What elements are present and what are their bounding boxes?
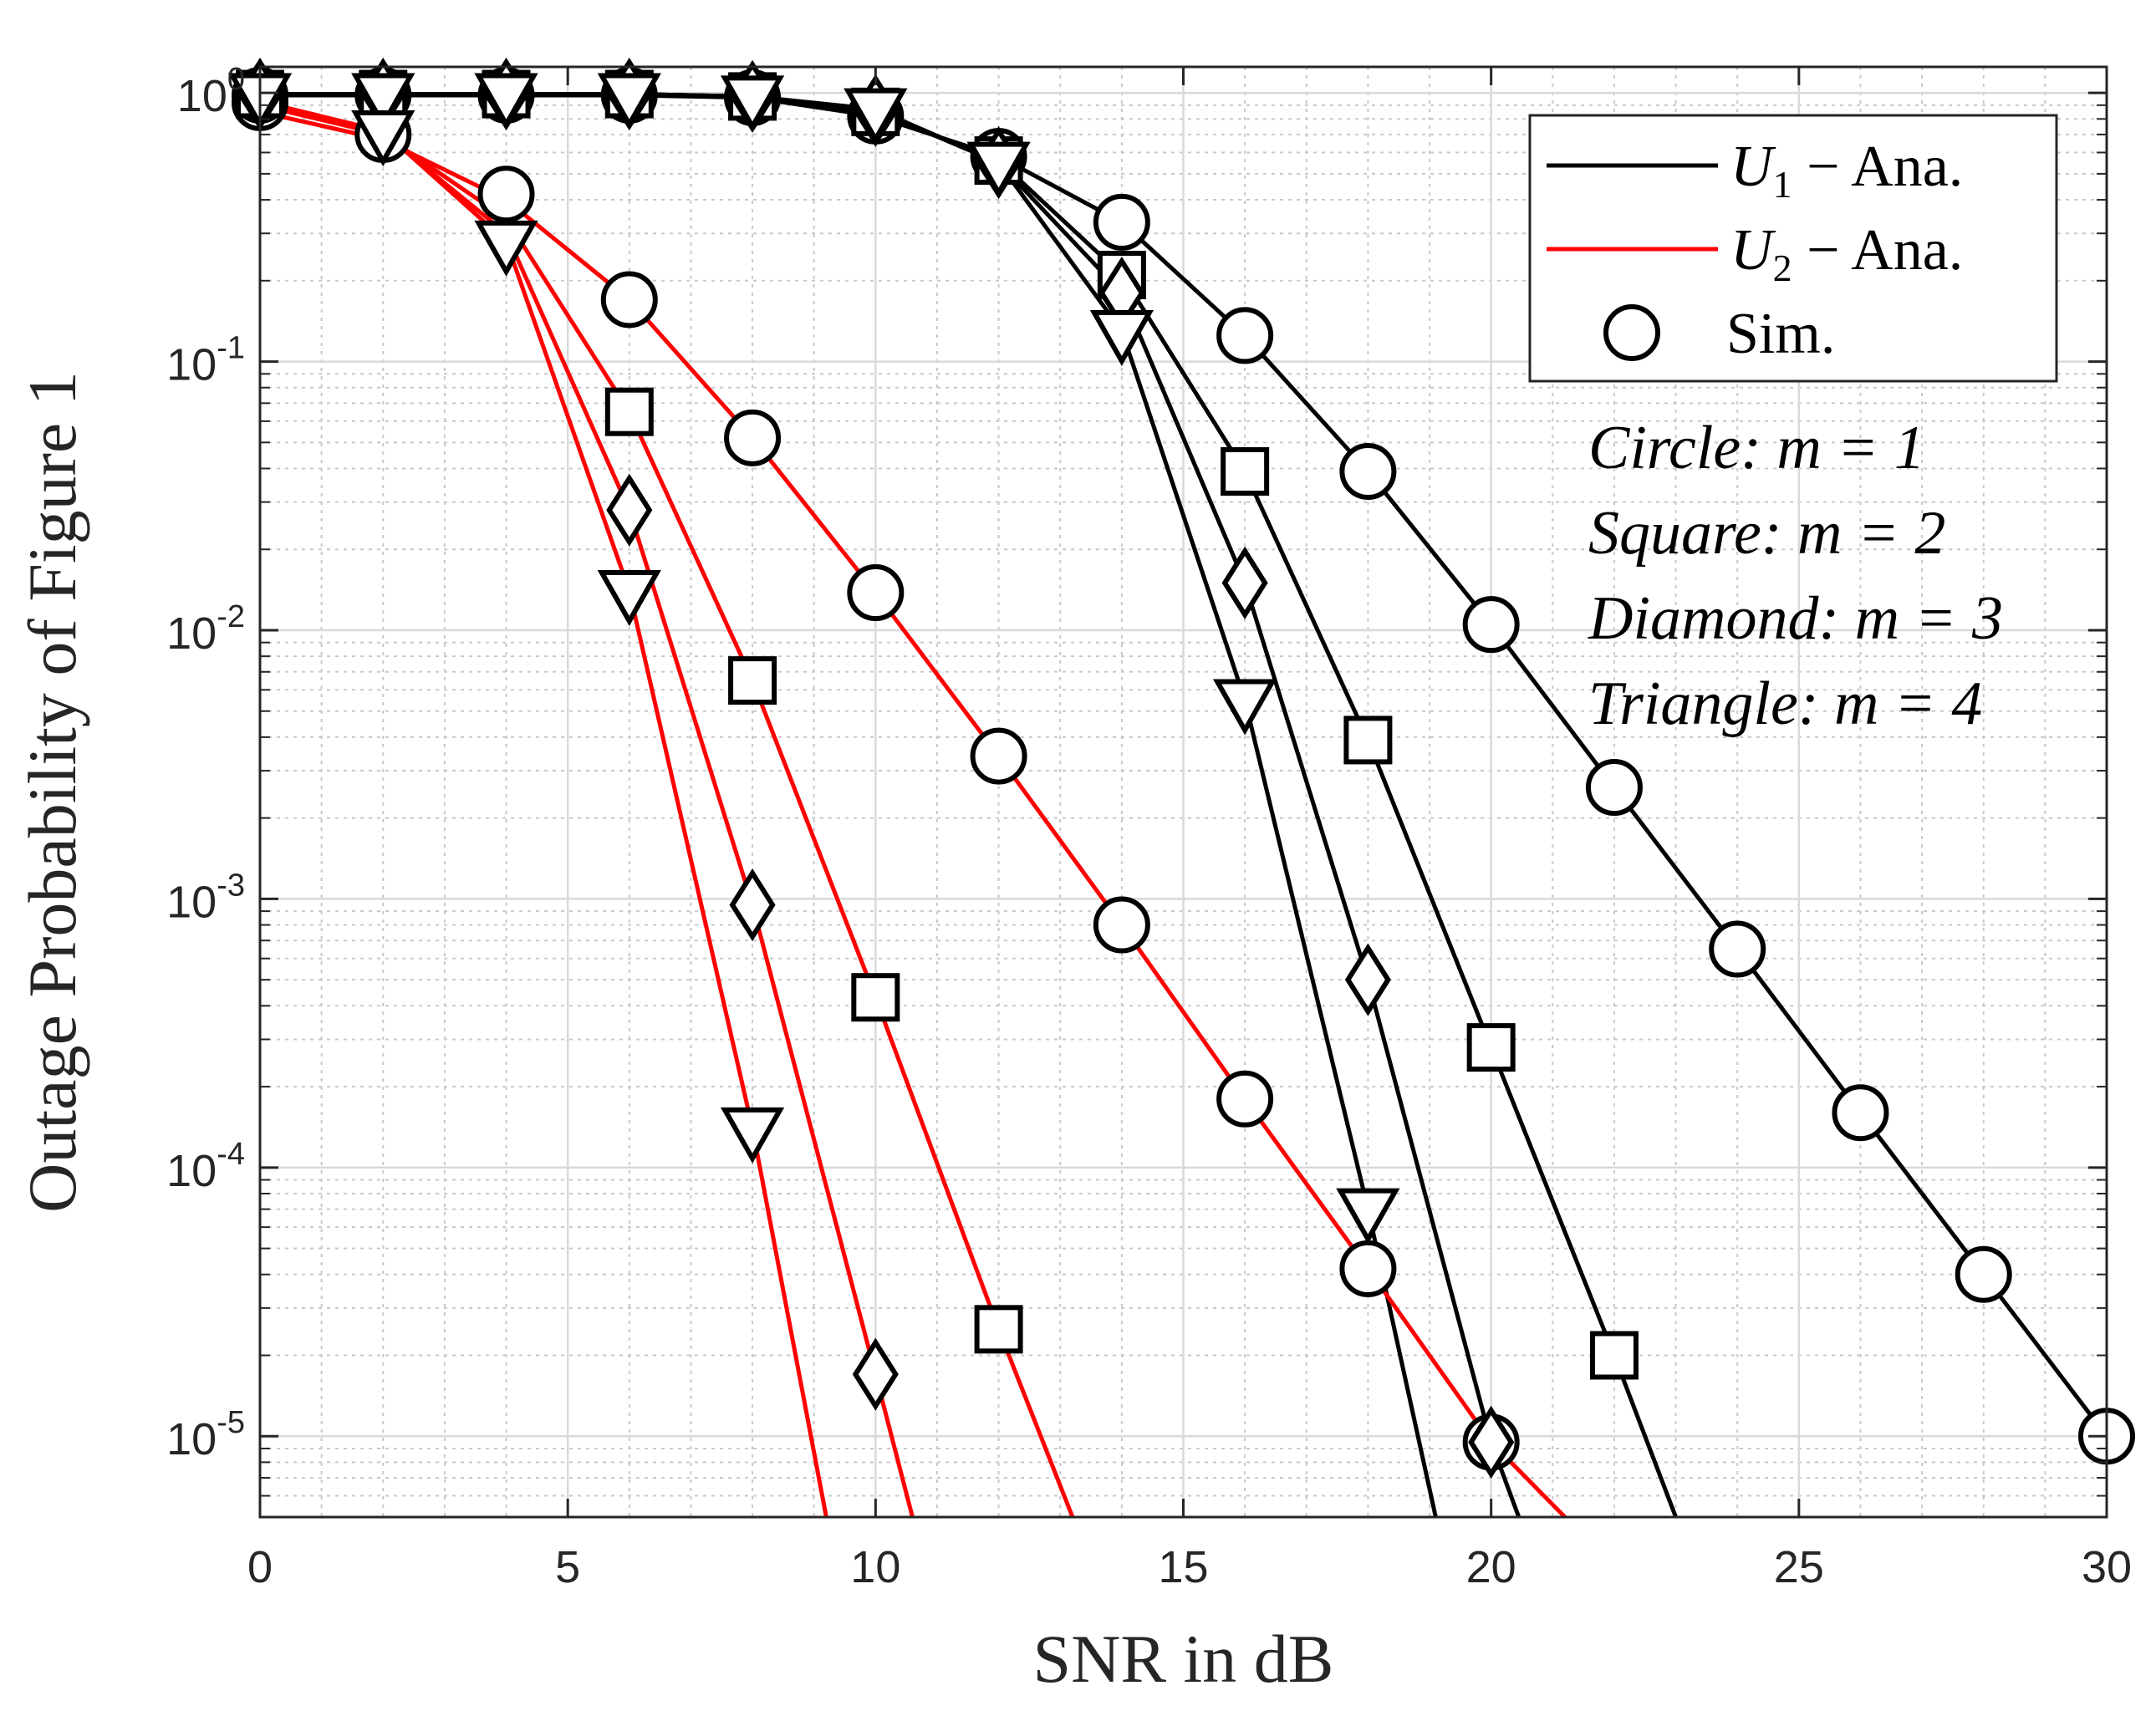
sim-marker-circle [1709, 920, 1766, 978]
sim-marker-square [974, 1305, 1023, 1354]
sim-marker-diamond [729, 868, 776, 942]
sim-marker-square [1589, 1331, 1639, 1380]
y-tick-label: 10-1 [166, 331, 245, 390]
x-tick-label: 15 [1158, 1542, 1208, 1592]
sim-marker-square [851, 973, 900, 1022]
sim-marker-circle [1832, 1084, 1889, 1142]
sim-marker-diamond [1221, 546, 1268, 620]
sim-marker-circle [970, 727, 1027, 785]
annotation-text: Circle: m = 1 [1588, 414, 1925, 482]
legend: U1 − Ana. U2 − Ana. Sim. [1528, 114, 2058, 383]
sim-marker-square [1466, 1023, 1516, 1072]
y-tick-label: 100 [177, 62, 245, 121]
sim-marker-square [728, 656, 777, 705]
sim-marker-diamond [852, 1337, 899, 1411]
sim-marker-circle [1216, 1070, 1274, 1128]
sim-marker-triangle [720, 75, 785, 132]
legend-marker-swatch [1603, 304, 1660, 361]
sim-marker-square [1221, 447, 1270, 496]
sim-marker-diamond [606, 473, 653, 547]
x-tick-label: 25 [1774, 1542, 1824, 1592]
sim-marker-triangle [474, 73, 538, 130]
y-axis-title: Outage Probability of Figure 1 [14, 371, 90, 1213]
x-tick-label: 10 [850, 1542, 900, 1592]
sim-marker-triangle [1336, 1188, 1400, 1245]
sim-marker-triangle [351, 73, 415, 130]
axes: 0 5 10 15 20 25 30 100 10-1 10-2 10-3 10-4 10-5 [166, 62, 2132, 1592]
annotation-text: Triangle: m = 4 [1588, 670, 1982, 738]
annotation-text: Diamond: m = 3 [1588, 584, 2003, 653]
legend-label: Sim. [1726, 302, 1835, 366]
legend-label: U2 − Ana. [1730, 218, 1963, 289]
sim-marker-circle [477, 165, 535, 223]
sim-marker-square [1343, 715, 1393, 765]
sim-marker-circle [724, 409, 782, 466]
sim-marker-diamond [1344, 943, 1391, 1016]
sim-marker-triangle [966, 141, 1031, 198]
y-tick-label: 10-4 [166, 1137, 245, 1196]
sim-marker-circle [847, 564, 905, 622]
y-tick-label: 10-5 [166, 1405, 245, 1464]
x-tick-label: 30 [2082, 1542, 2132, 1592]
sim-marker-triangle [1212, 679, 1277, 736]
annotation-text: Square: m = 2 [1588, 499, 1945, 568]
x-axis-title: SNR in dB [1033, 1621, 1334, 1697]
x-tick-label: 0 [247, 1542, 273, 1592]
sim-marker-circle [1093, 193, 1150, 251]
sim-marker-circle [600, 271, 658, 328]
x-tick-label: 20 [1466, 1542, 1516, 1592]
sim-marker-square [604, 387, 654, 436]
y-tick-label: 10-2 [166, 599, 245, 659]
sim-marker-diamond [1468, 1405, 1515, 1479]
sim-marker-triangle [597, 73, 661, 130]
sim-marker-circle [1339, 1240, 1397, 1297]
sim-marker-triangle [1089, 309, 1154, 367]
y-tick-label: 10-3 [166, 868, 245, 927]
sim-marker-triangle [597, 570, 661, 627]
sim-marker-circle [1955, 1245, 2012, 1303]
sim-marker-triangle [351, 110, 415, 167]
sim-marker-circle [1216, 307, 1274, 364]
sim-marker-triangle [474, 220, 538, 277]
sim-marker-circle [1339, 443, 1397, 501]
sim-marker-triangle [720, 1107, 785, 1164]
sim-marker-circle [1093, 896, 1150, 954]
x-tick-label: 5 [555, 1542, 580, 1592]
legend-label: U1 − Ana. [1730, 135, 1963, 206]
sim-marker-triangle [844, 88, 908, 145]
sim-marker-circle [1585, 759, 1643, 817]
marker-annotations: Circle: m = 1 Square: m = 2 Diamond: m = 3… [1588, 414, 2003, 738]
sim-marker-circle [1462, 596, 1520, 654]
